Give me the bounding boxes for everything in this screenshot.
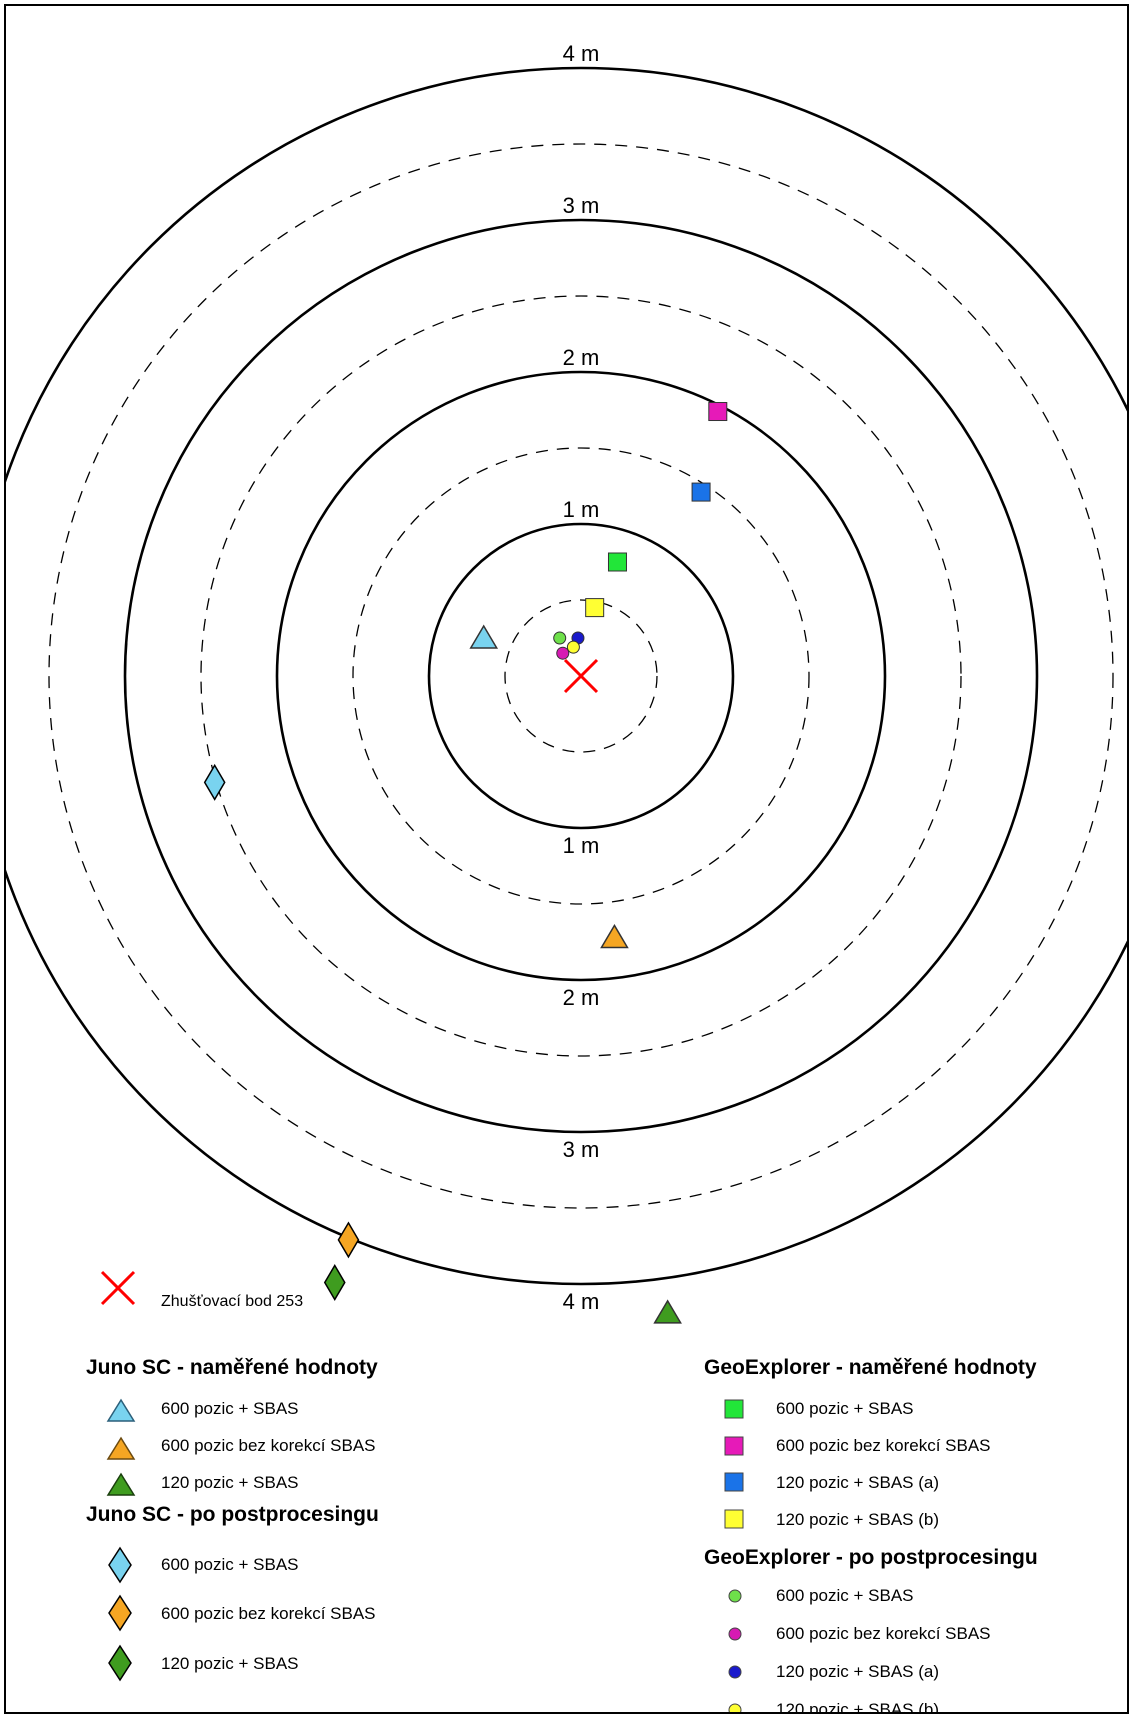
ring-label-bottom: 3 m bbox=[563, 1137, 600, 1162]
reference-point-x-mark bbox=[563, 658, 599, 694]
solid-ring bbox=[427, 522, 735, 830]
data-point-diamond bbox=[323, 1264, 346, 1301]
ring-label-top: 1 m bbox=[563, 497, 600, 522]
target-plot: 1 m 1 m 2 m 2 m 3 m 3 m 4 m 4 m bbox=[6, 41, 1127, 1324]
data-point-square bbox=[708, 402, 728, 422]
dashed-ring bbox=[48, 143, 1114, 1209]
solid-ring bbox=[6, 66, 1127, 1286]
data-point-square bbox=[585, 598, 605, 618]
data-point-square bbox=[691, 482, 711, 502]
data-point-triangle bbox=[469, 624, 499, 649]
ring-label-top: 4 m bbox=[563, 41, 600, 66]
dashed-ring bbox=[352, 447, 810, 905]
solid-ring bbox=[275, 370, 887, 982]
ring-label-bottom: 2 m bbox=[563, 985, 600, 1010]
data-point-circle bbox=[553, 631, 567, 645]
ring-label-top: 3 m bbox=[563, 193, 600, 218]
dashed-ring bbox=[504, 599, 658, 753]
ring-label-top: 2 m bbox=[563, 345, 600, 370]
ring-label-bottom: 1 m bbox=[563, 833, 600, 858]
data-point-circle bbox=[556, 646, 570, 660]
solid-ring bbox=[123, 218, 1039, 1134]
data-point-triangle bbox=[600, 923, 629, 949]
data-point-diamond bbox=[337, 1221, 360, 1259]
data-point-diamond bbox=[203, 763, 226, 801]
data-point-triangle bbox=[653, 1299, 682, 1324]
data-point-circle bbox=[566, 640, 580, 654]
data-point-square bbox=[607, 552, 627, 572]
dashed-ring bbox=[200, 295, 962, 1057]
ring-label-bottom: 4 m bbox=[563, 1289, 600, 1314]
